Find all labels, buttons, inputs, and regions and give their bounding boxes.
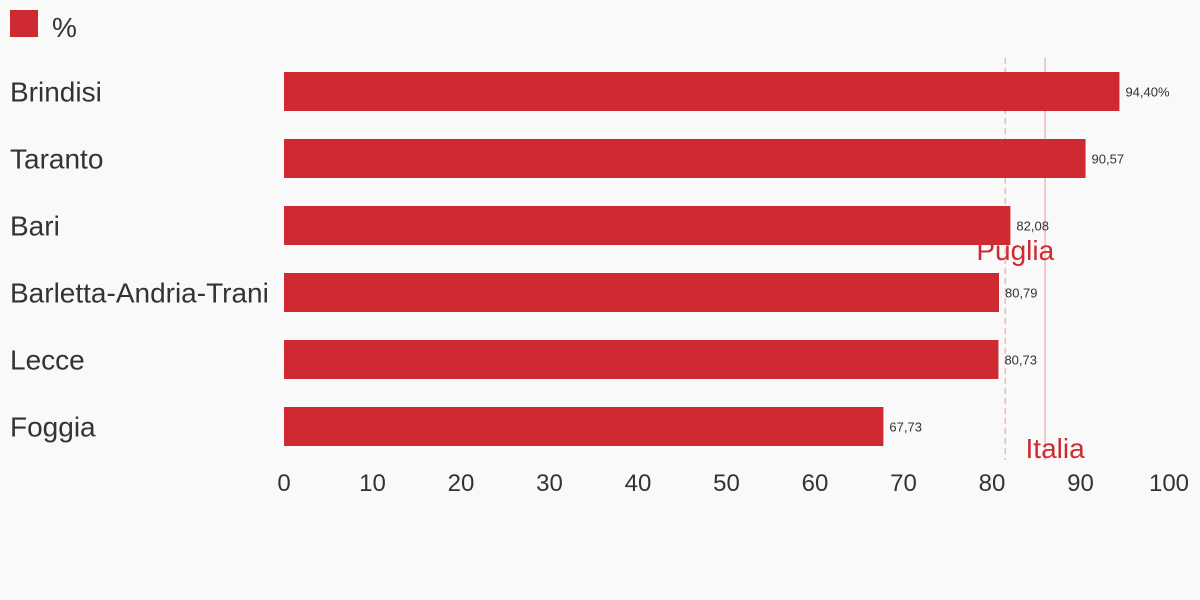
x-tick-label: 0 xyxy=(277,470,290,497)
legend-swatch xyxy=(10,10,38,37)
data-label: 94,40% xyxy=(1125,85,1170,100)
data-label: 67,73 xyxy=(889,420,922,435)
reference-lines xyxy=(1004,58,1046,460)
category-label: Lecce xyxy=(10,345,85,376)
x-tick-label: 40 xyxy=(625,470,652,497)
category-label: Brindisi xyxy=(10,77,102,108)
x-tick-label: 100 xyxy=(1149,470,1189,497)
bar xyxy=(284,206,1011,245)
data-label: 80,79 xyxy=(1005,286,1038,301)
x-tick-label: 60 xyxy=(802,470,829,497)
data-label: 90,57 xyxy=(1092,152,1125,167)
category-labels: Brindisi Taranto Bari Barletta-Andria-Trani… xyxy=(10,77,269,443)
data-label: 80,73 xyxy=(1004,353,1037,368)
x-tick-label: 90 xyxy=(1067,470,1094,497)
x-tick-label: 70 xyxy=(890,470,917,497)
category-label: Barletta-Andria-Trani xyxy=(10,278,269,309)
x-axis-ticks: 0 10 20 30 40 50 60 70 80 90 100 xyxy=(277,470,1189,497)
category-label: Taranto xyxy=(10,144,103,175)
legend-label: % xyxy=(52,12,77,43)
reference-labels: Puglia Italia xyxy=(976,235,1085,464)
category-label: Bari xyxy=(10,211,60,242)
reference-label: Italia xyxy=(1026,433,1086,464)
bar xyxy=(284,340,999,379)
x-tick-label: 20 xyxy=(448,470,475,497)
bar xyxy=(284,72,1120,111)
data-labels: 94,40% 90,57 82,08 80,79 80,73 67,73 xyxy=(889,85,1170,435)
data-label: 82,08 xyxy=(1016,219,1049,234)
bar xyxy=(284,407,884,446)
x-tick-label: 80 xyxy=(979,470,1006,497)
x-tick-label: 30 xyxy=(536,470,563,497)
bar xyxy=(284,139,1086,178)
category-label: Foggia xyxy=(10,412,96,443)
bar xyxy=(284,273,999,312)
reference-label: Puglia xyxy=(976,235,1054,266)
legend: % xyxy=(10,10,77,43)
x-tick-label: 10 xyxy=(359,470,386,497)
x-tick-label: 50 xyxy=(713,470,740,497)
bars xyxy=(284,72,1120,446)
